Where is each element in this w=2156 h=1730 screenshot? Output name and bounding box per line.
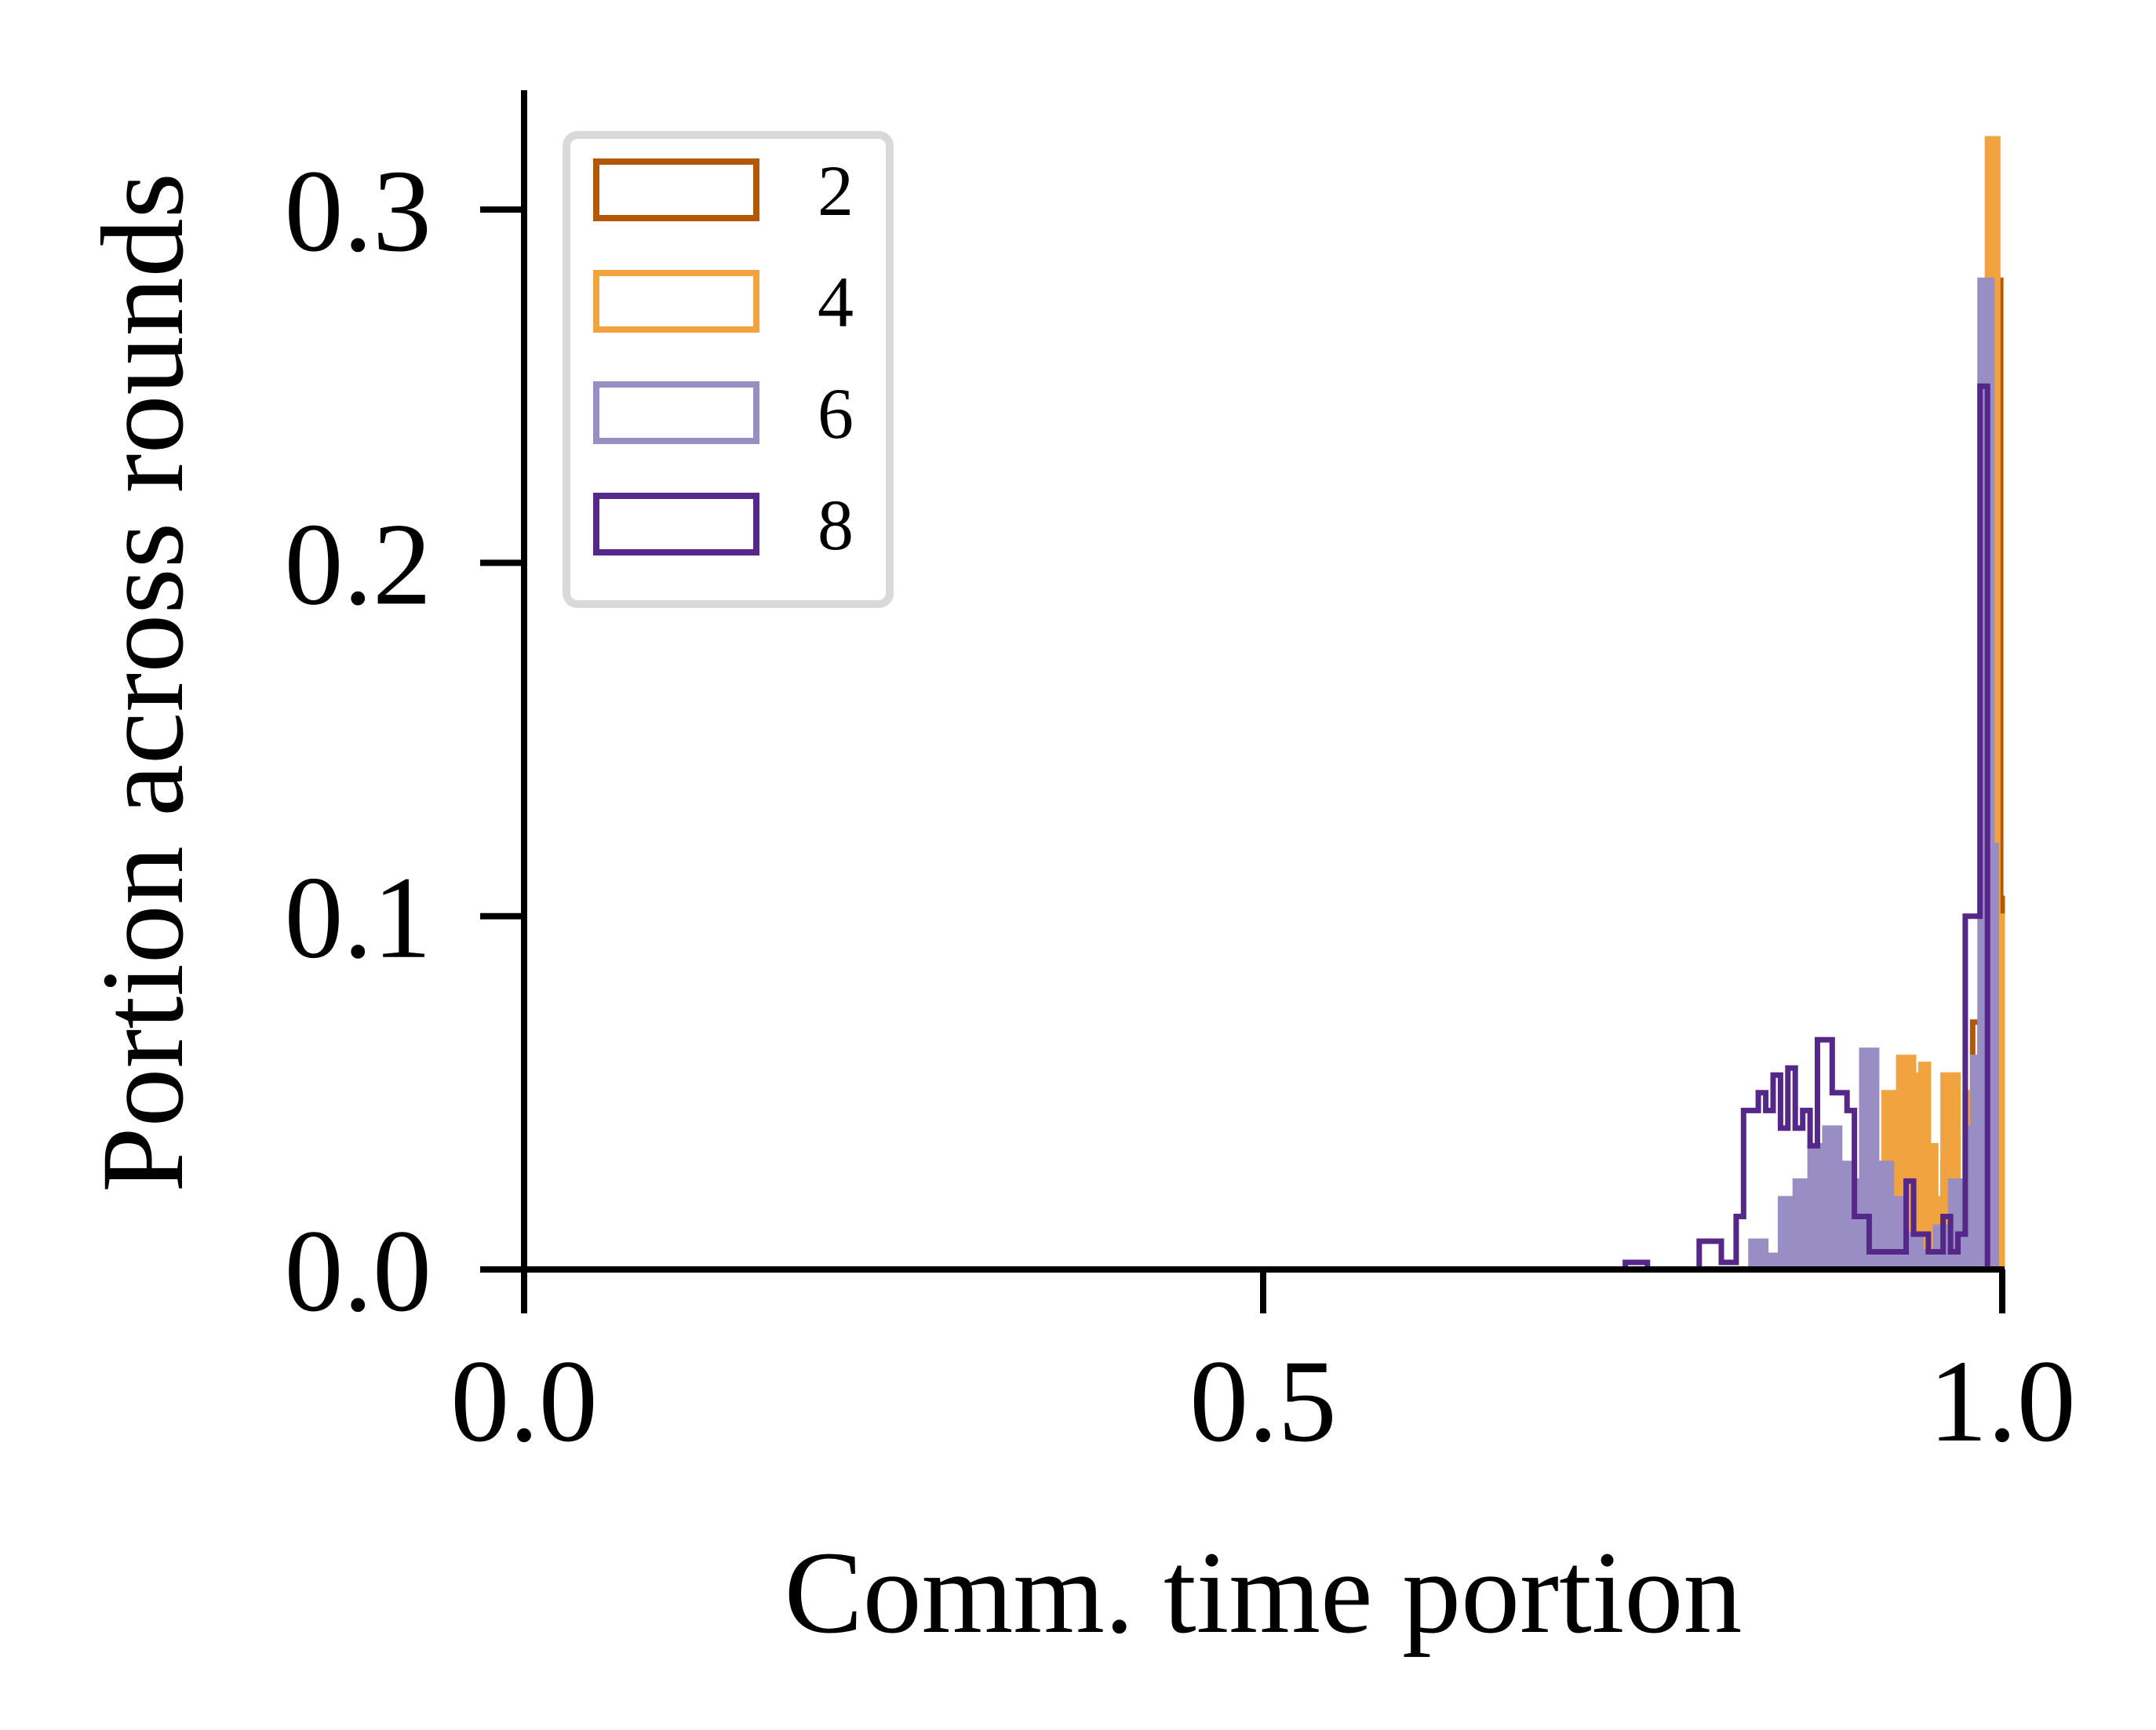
legend-swatch-8: [593, 493, 759, 555]
x-axis-label: Comm. time portion: [785, 1528, 1743, 1658]
legend-label-2: 2: [818, 151, 854, 231]
series-8-histogram: [1622, 383, 1990, 1273]
x-tick-label: 0.0: [450, 1336, 598, 1466]
legend: 2 4 6 8: [563, 131, 894, 608]
x-tick-label: 1.0: [1928, 1336, 2076, 1466]
y-tick-label: 0.1: [285, 853, 432, 983]
y-axis-label: Portion across rounds: [78, 173, 208, 1193]
legend-label-4: 4: [818, 262, 854, 342]
legend-swatch-4: [593, 270, 759, 333]
series-layer: [1622, 136, 2005, 1273]
legend-label-6: 6: [818, 373, 854, 453]
ticks-layer: 0.0 0.5 1.0 0.0 0.1 0.2 0.3: [285, 146, 2076, 1466]
legend-frame: [563, 131, 894, 608]
y-tick-label: 0.3: [285, 146, 432, 276]
y-tick-label: 0.0: [285, 1206, 432, 1336]
legend-entries: 2 4 6 8: [593, 151, 854, 565]
x-tick-label: 0.5: [1189, 1336, 1337, 1466]
legend-label-8: 8: [818, 485, 854, 565]
y-tick-label: 0.2: [285, 499, 432, 629]
series-6-histogram: [1748, 277, 1999, 1269]
legend-swatch-2: [593, 158, 759, 221]
legend-swatch-6: [593, 381, 759, 444]
